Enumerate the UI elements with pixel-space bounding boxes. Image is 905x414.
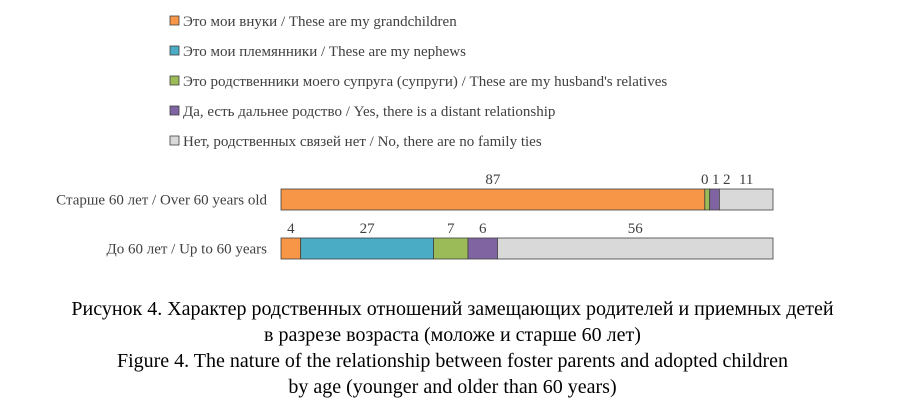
category-axis-labels: Старше 60 лет / Over 60 years old До 60 л… [56,193,267,258]
caption-line-en-2: by age (younger and older than 60 years) [288,376,617,398]
legend-label-1: Это мои внуки / These are my grandchildr… [183,14,457,30]
data-label-2-5: 56 [628,221,644,237]
legend-swatch-1 [169,15,180,26]
caption-line-ru-1: Рисунок 4. Характер родственных отношени… [71,298,834,320]
data-label-2-1: 4 [287,221,295,237]
data-label-2-2: 27 [360,221,376,237]
bar-segment-2-4 [467,237,498,260]
data-label-1-3: 1 [712,172,720,188]
legend-label-4: Да, есть дальнее родство / Yes, there is… [183,104,555,120]
caption-line-ru-2: в разрезе возраста (моложе и старше 60 л… [264,324,641,346]
bar-segment-2-5 [497,237,774,260]
bars [280,188,774,260]
bar-segment-2-2 [300,237,434,260]
data-label-1-5: 11 [739,172,753,188]
bar-segment-1-4 [709,188,720,211]
bar-segment-2-3 [433,237,469,260]
legend-swatch-3 [169,75,180,86]
data-label-1-2: 0 [701,172,709,188]
bar-segment-1-3 [704,188,711,211]
data-label-2-3: 7 [447,221,455,237]
data-label-1-1: 87 [485,172,501,188]
data-labels: 87 0 1 2 11 4 27 7 6 56 [287,172,753,237]
legend-swatch-2 [169,45,180,56]
category-label-1: Старше 60 лет / Over 60 years old [56,193,267,209]
legend-label-5: Нет, родственных связей нет / No, there … [183,134,542,150]
caption-line-en-1: Figure 4. The nature of the relationship… [116,350,789,372]
category-label-2: До 60 лет / Up to 60 years [107,242,268,258]
legend: Это мои внуки / These are my grandchildr… [169,14,667,150]
legend-swatch-5 [169,135,180,146]
bar-segment-2-1 [280,237,302,260]
legend-swatch-4 [169,105,180,116]
figure-caption: Рисунок 4. Характер родственных отношени… [0,296,905,400]
bar-segment-1-1 [280,188,706,211]
bar-segment-1-5 [719,188,774,211]
data-label-1-4: 2 [723,172,731,188]
legend-label-2: Это мои племянники / These are my nephew… [183,44,466,60]
data-label-2-4: 6 [479,221,487,237]
legend-label-3: Это родственники моего супруга (супруги)… [183,74,667,90]
stacked-bar-chart: Это мои внуки / These are my grandchildr… [56,14,774,260]
